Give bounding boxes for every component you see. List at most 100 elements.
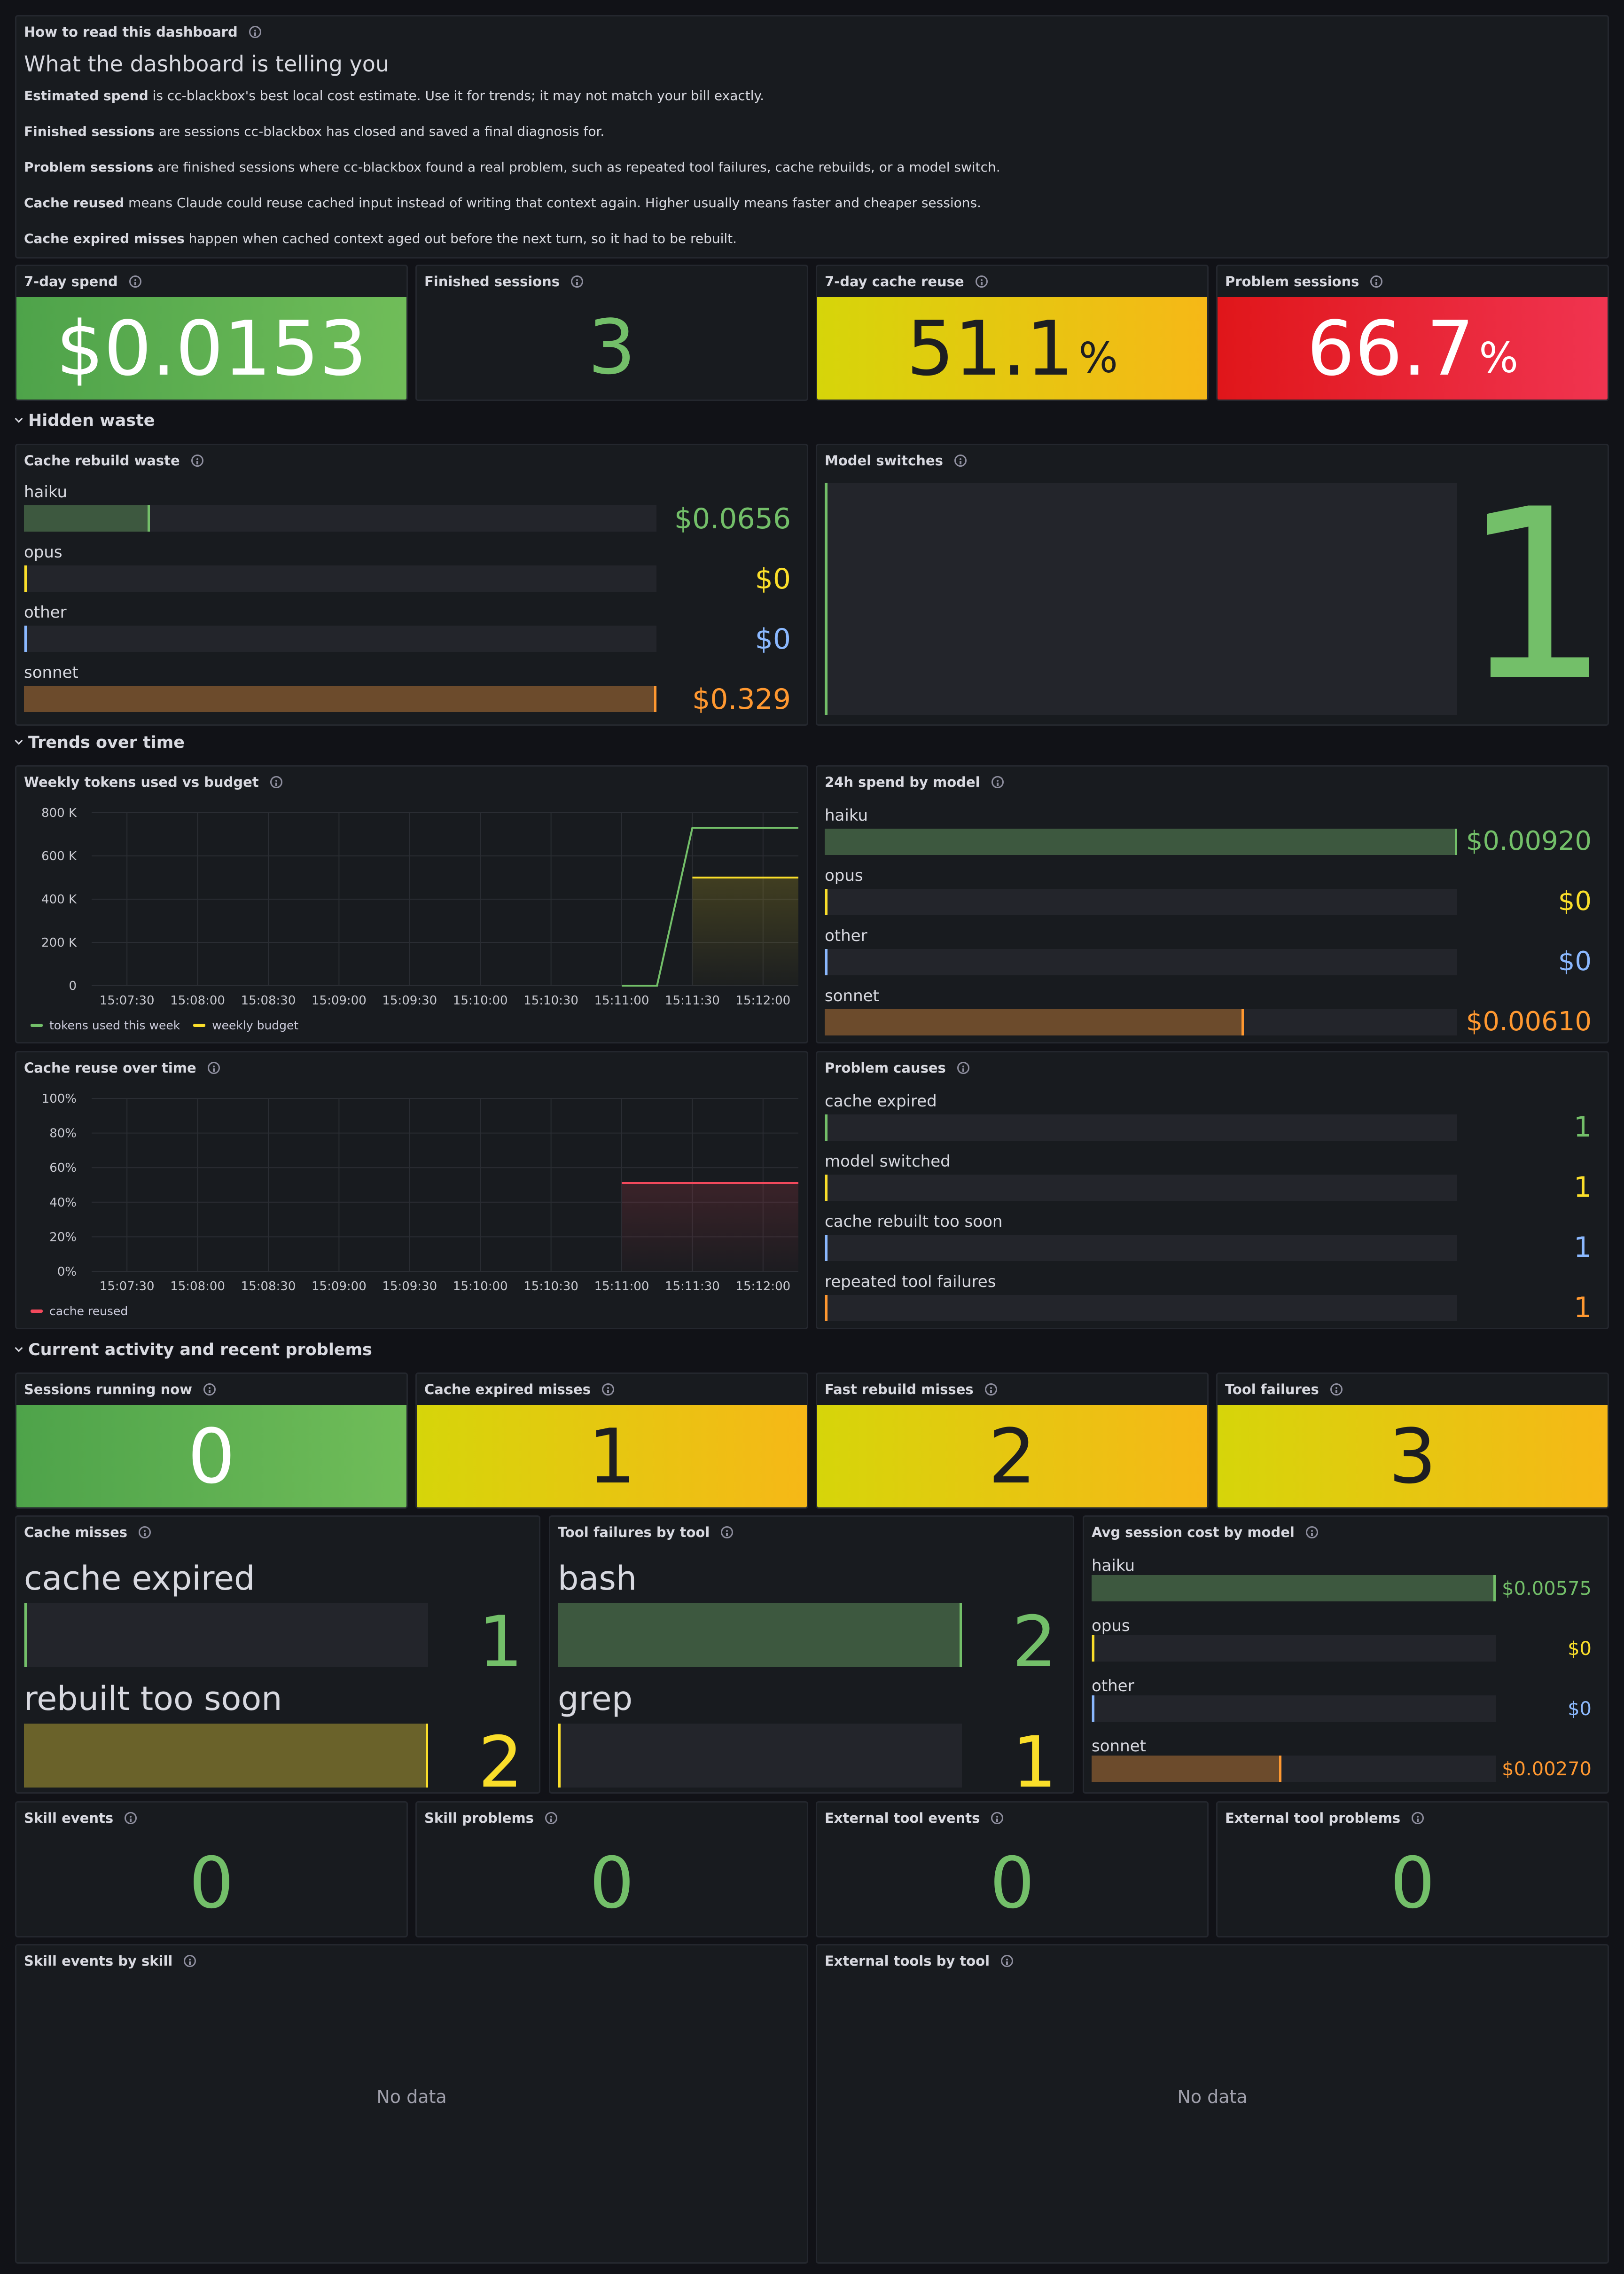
- bar-track: [825, 1235, 1457, 1261]
- stat-value-area: 51.1%: [817, 297, 1207, 400]
- stat-value: 0: [187, 1412, 235, 1500]
- bar-fill: [825, 949, 828, 975]
- info-icon[interactable]: [1330, 1383, 1343, 1396]
- stat-value-area: 2: [817, 1405, 1207, 1507]
- y-tick-label: 60%: [49, 1161, 77, 1175]
- cache-misses-panel: Cache misses cache expired 1 rebuilt too s…: [15, 1515, 540, 1794]
- x-tick-label: 15:11:00: [594, 1279, 649, 1294]
- stat-panel: Problem sessions 66.7%: [1216, 265, 1609, 401]
- stat-title: Fast rebuild misses: [825, 1381, 997, 1397]
- info-icon[interactable]: [203, 1383, 216, 1396]
- stat-panel: 7-day cache reuse 51.1%: [816, 265, 1209, 401]
- stat-panel: Skill problems 0: [415, 1801, 808, 1937]
- x-tick-label: 15:08:30: [241, 1279, 296, 1294]
- bar-label: model switched: [825, 1152, 951, 1171]
- legend-cache-reused[interactable]: cache reused: [49, 1304, 128, 1318]
- bar-value: 1: [1573, 1231, 1592, 1264]
- info-icon[interactable]: [249, 26, 261, 38]
- legend-swatch-cache-reused: [31, 1310, 43, 1313]
- bar-value: $0.00575: [1502, 1578, 1592, 1600]
- info-icon[interactable]: [184, 1955, 196, 1967]
- info-icon[interactable]: [207, 1062, 220, 1074]
- bar-fill: [1092, 1635, 1094, 1662]
- weekly-tokens-panel: Weekly tokens used vs budget 0 200 K 400 K…: [15, 765, 808, 1043]
- intro-line-text: are finished sessions where cc-blackbox …: [153, 159, 1000, 175]
- info-icon[interactable]: [545, 1812, 557, 1824]
- stat-title-text: Skill events: [24, 1810, 114, 1826]
- cache-rebuild-waste-panel: Cache rebuild waste haiku $0.0656 opus $0 ot…: [15, 444, 808, 726]
- stat-value: 0: [189, 1843, 234, 1924]
- stat-panel: Cache expired misses 1: [415, 1372, 808, 1509]
- skill-events-by-skill-title-text: Skill events by skill: [24, 1953, 173, 1969]
- y-tick-label: 100%: [42, 1092, 77, 1106]
- stat-unit: %: [1078, 333, 1118, 382]
- info-icon[interactable]: [975, 275, 988, 288]
- problem-causes-title-text: Problem causes: [825, 1060, 946, 1076]
- model-switches-sparkline-area: [825, 483, 1457, 715]
- stat-value: $0.0153: [56, 304, 367, 392]
- bar-label: haiku: [24, 483, 68, 502]
- section-trends[interactable]: Trends over time: [15, 733, 185, 752]
- info-icon[interactable]: [1001, 1955, 1014, 1967]
- bar-track: [24, 1603, 428, 1667]
- stat-title: Tool failures: [1225, 1381, 1343, 1397]
- external-tools-by-tool-title: External tools by tool: [825, 1953, 1014, 1969]
- chevron-down-icon: [15, 737, 23, 745]
- info-icon[interactable]: [721, 1526, 734, 1538]
- stat-value-area: 1: [417, 1405, 807, 1507]
- cache-misses-title-text: Cache misses: [24, 1524, 128, 1540]
- info-icon[interactable]: [191, 455, 203, 467]
- stat-value-area: $0.0153: [16, 297, 406, 400]
- info-icon[interactable]: [1412, 1812, 1424, 1824]
- bar-label: other: [1092, 1677, 1134, 1695]
- info-icon[interactable]: [125, 1812, 137, 1824]
- x-tick-label: 15:11:00: [594, 994, 649, 1008]
- bar-track: [558, 1603, 962, 1667]
- section-current-activity[interactable]: Current activity and recent problems: [15, 1341, 372, 1359]
- stat-panel: External tool problems 0: [1216, 1801, 1609, 1937]
- info-icon[interactable]: [984, 1383, 997, 1396]
- avg-session-cost-title: Avg session cost by model: [1092, 1524, 1318, 1540]
- cache-reuse-time-panel: Cache reuse over time 0% 20% 40% 60% 80% 100%…: [15, 1051, 808, 1329]
- bar-label: other: [825, 926, 867, 945]
- legend-tokens-used[interactable]: tokens used this week: [49, 1019, 180, 1032]
- cache-misses-title: Cache misses: [24, 1524, 151, 1540]
- cache-reuse-time-title: Cache reuse over time: [24, 1060, 220, 1076]
- stat-title-text: Fast rebuild misses: [825, 1381, 974, 1397]
- info-icon[interactable]: [139, 1526, 151, 1538]
- legend-weekly-budget[interactable]: weekly budget: [212, 1019, 299, 1032]
- weekly-tokens-legend: tokens used this week weekly budget: [31, 1019, 298, 1032]
- info-icon[interactable]: [571, 275, 583, 288]
- intro-line-text: are sessions cc-blackbox has closed and …: [155, 124, 605, 139]
- bar-track: [24, 565, 656, 592]
- info-icon[interactable]: [991, 1812, 1004, 1824]
- info-icon[interactable]: [1370, 275, 1383, 288]
- info-icon[interactable]: [991, 776, 1004, 788]
- bar-value: $0.329: [692, 683, 791, 716]
- bar-fill: [558, 1603, 962, 1667]
- bar-value: 1: [1573, 1171, 1592, 1204]
- info-icon[interactable]: [129, 275, 141, 288]
- stat-value: 1: [588, 1412, 636, 1500]
- tool-failures-title: Tool failures by tool: [558, 1524, 734, 1540]
- bar-fill: [24, 626, 27, 652]
- info-icon[interactable]: [957, 1062, 969, 1074]
- stat-value-area: 0: [417, 1831, 807, 1936]
- x-tick-label: 15:11:30: [665, 1279, 720, 1294]
- section-hidden-waste-label: Hidden waste: [28, 411, 155, 430]
- x-tick-label: 15:10:00: [453, 1279, 508, 1294]
- info-icon[interactable]: [954, 455, 967, 467]
- bar-label: grep: [558, 1679, 633, 1718]
- info-icon[interactable]: [270, 776, 282, 788]
- stat-title-text: Finished sessions: [424, 274, 560, 290]
- bar-fill: [24, 565, 27, 592]
- spend-24h-panel: 24h spend by model haiku $0.00920 opus $0 ot…: [816, 765, 1609, 1043]
- bar-fill: [825, 1295, 828, 1321]
- info-icon[interactable]: [1305, 1526, 1318, 1538]
- bar-fill: [825, 1114, 828, 1141]
- bar-fill: [558, 1724, 561, 1788]
- info-icon[interactable]: [601, 1383, 614, 1396]
- skill-events-by-skill-title: Skill events by skill: [24, 1953, 196, 1969]
- section-hidden-waste[interactable]: Hidden waste: [15, 411, 155, 430]
- stat-title-text: Tool failures: [1225, 1381, 1319, 1397]
